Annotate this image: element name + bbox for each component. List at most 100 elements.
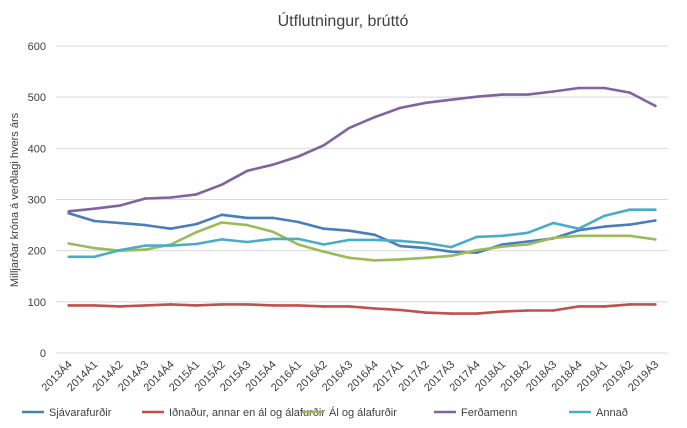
data-point: [347, 238, 351, 242]
data-point: [475, 95, 479, 98]
y-tick-label: 600: [28, 41, 46, 53]
data-point: [169, 196, 173, 199]
data-point: [449, 245, 453, 249]
data-point: [220, 221, 224, 224]
data-point: [373, 233, 377, 237]
data-point: [194, 222, 198, 226]
data-point: [322, 250, 326, 253]
data-point: [322, 227, 326, 230]
y-tick-label: 0: [40, 348, 46, 360]
data-point: [194, 230, 198, 234]
data-point: [526, 231, 530, 235]
data-point: [118, 248, 122, 252]
series-group: [67, 86, 657, 315]
data-point: [143, 197, 147, 200]
series-4: [67, 208, 657, 259]
data-point: [169, 227, 173, 230]
legend-item: Ferðamenn: [434, 407, 517, 419]
data-point: [602, 234, 606, 238]
data-point: [271, 230, 275, 234]
data-point: [67, 255, 71, 259]
data-point: [220, 238, 224, 241]
data-point: [398, 258, 402, 261]
y-tick-label: 100: [28, 297, 46, 309]
legend-label: Iðnaður, annar en ál og álafurðir: [169, 407, 325, 419]
series-1: [67, 303, 657, 315]
data-point: [398, 244, 402, 248]
y-axis-label: Milljarðar króna á verðlagi hvers árs: [9, 112, 21, 287]
data-point: [424, 246, 428, 250]
data-point: [628, 208, 632, 212]
data-point: [169, 244, 173, 247]
data-point: [245, 223, 249, 227]
data-point: [67, 242, 71, 245]
legend-item: Annað: [569, 407, 628, 419]
data-point: [245, 303, 249, 306]
data-point: [653, 208, 657, 212]
data-point: [398, 308, 402, 312]
data-point: [322, 143, 326, 147]
data-point: [322, 243, 326, 246]
data-point: [67, 212, 71, 215]
legend-label: Sjávarafurðir: [49, 407, 112, 419]
data-point: [92, 207, 96, 211]
data-point: [347, 256, 351, 260]
chart-title: Útflutningur, brúttó: [278, 11, 409, 30]
data-point: [92, 255, 96, 259]
data-point: [271, 163, 275, 167]
data-point: [194, 304, 198, 307]
data-point: [602, 86, 606, 90]
data-point: [143, 223, 147, 227]
data-point: [653, 238, 657, 241]
data-point: [296, 304, 300, 307]
data-point: [449, 250, 453, 253]
data-point: [424, 256, 428, 260]
data-point: [475, 251, 479, 255]
data-point: [296, 155, 300, 158]
data-point: [373, 238, 377, 242]
data-point: [67, 304, 71, 307]
data-point: [602, 225, 606, 228]
y-tick-label: 400: [28, 143, 46, 155]
data-point: [245, 169, 249, 173]
y-axis-ticks: 0 100 200 300 400 500 600: [28, 41, 46, 360]
legend-item: Iðnaður, annar en ál og álafurðir: [142, 407, 325, 419]
data-point: [271, 216, 275, 220]
data-point: [67, 209, 71, 213]
data-point: [245, 216, 249, 220]
data-point: [220, 213, 224, 217]
data-point: [322, 305, 326, 308]
data-point: [347, 305, 351, 308]
data-point: [143, 248, 147, 251]
data-point: [398, 239, 402, 243]
data-point: [500, 245, 504, 248]
data-point: [373, 115, 377, 119]
legend-label: Ál og álafurðir: [329, 406, 397, 419]
data-point: [602, 305, 606, 308]
y-tick-label: 300: [28, 195, 46, 207]
data-point: [602, 214, 606, 218]
data-point: [143, 304, 147, 307]
data-point: [398, 106, 402, 110]
data-point: [373, 307, 377, 310]
data-point: [526, 240, 530, 243]
gridlines: [56, 45, 668, 354]
data-point: [475, 312, 479, 315]
data-point: [577, 86, 581, 90]
data-point: [296, 237, 300, 241]
data-point: [500, 93, 504, 96]
data-point: [194, 242, 198, 246]
series-3: [67, 86, 657, 213]
data-point: [653, 219, 657, 222]
data-point: [628, 223, 632, 226]
data-point: [92, 246, 96, 250]
data-point: [475, 248, 479, 252]
data-point: [271, 304, 275, 307]
data-point: [296, 243, 300, 246]
data-point: [500, 234, 504, 238]
y-tick-label: 200: [28, 246, 46, 258]
data-point: [373, 259, 377, 262]
data-point: [118, 221, 122, 225]
